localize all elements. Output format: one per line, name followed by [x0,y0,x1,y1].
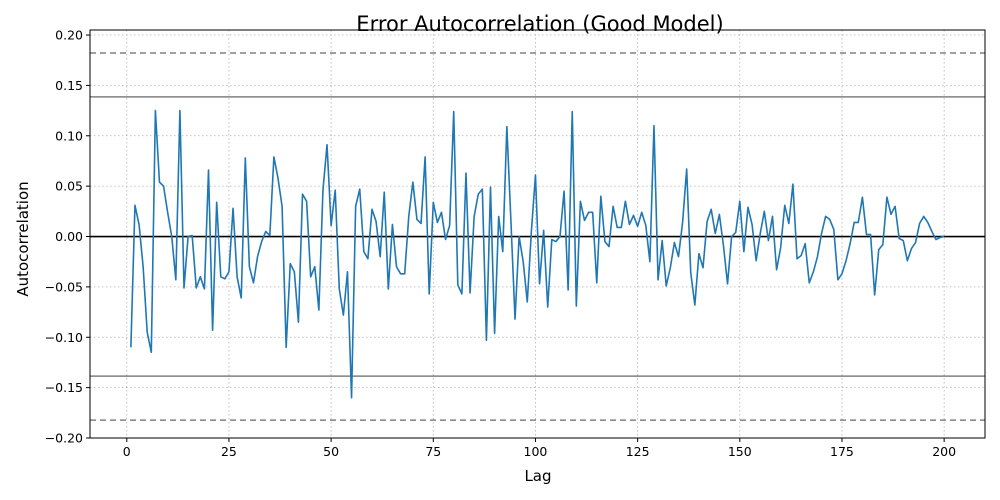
x-tick-label: 175 [830,444,854,459]
x-axis-ticks: 0 25 50 75 100 125 150 175 200 [123,438,956,459]
y-tick-label: 0.15 [55,78,83,93]
y-tick-label: 0.00 [55,229,83,244]
x-axis-label: Lag [524,467,551,485]
y-axis-ticks: −0.20 −0.15 −0.10 −0.05 0.00 0.05 0.10 0.15 0.20 [45,28,90,446]
y-tick-label: −0.15 [45,380,83,395]
y-tick-label: 0.05 [55,179,83,194]
x-tick-label: 50 [323,444,339,459]
x-tick-label: 125 [626,444,650,459]
x-tick-label: 150 [728,444,752,459]
y-axis-label: Autocorrelation [14,181,32,296]
y-tick-label: 0.20 [55,28,83,43]
plot-frame [89,29,986,439]
chart-title: Error Autocorrelation (Good Model) [356,12,723,36]
x-tick-label: 0 [123,444,131,459]
x-tick-label: 100 [524,444,548,459]
x-tick-label: 25 [221,444,237,459]
x-tick-label: 75 [425,444,441,459]
autocorrelation-series-line [130,109,945,399]
y-tick-label: −0.05 [45,279,83,294]
y-tick-label: −0.20 [45,431,83,446]
x-tick-label: 200 [932,444,956,459]
y-tick-label: 0.10 [55,128,83,143]
y-tick-label: −0.10 [45,330,83,345]
series-layer [130,109,945,399]
